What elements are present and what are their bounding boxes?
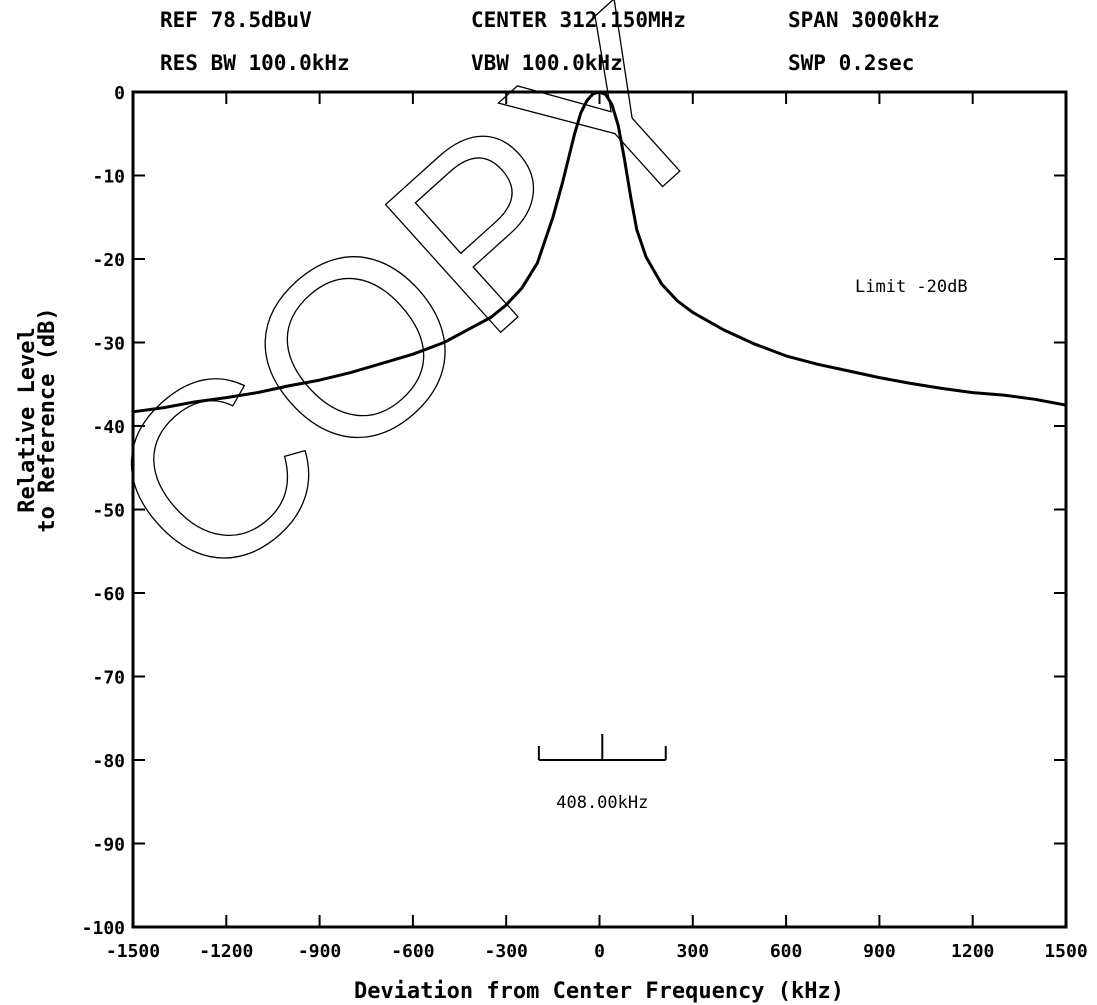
- x-tick-label: -1200: [199, 941, 253, 962]
- x-tick-label: 1500: [1044, 941, 1087, 962]
- y-tick-label: -40: [92, 417, 125, 438]
- y-tick-label: -50: [92, 501, 125, 522]
- y-axis-title-line2: to Reference (dB): [35, 307, 60, 532]
- x-tick-label: 900: [863, 941, 896, 962]
- y-tick-label: -90: [92, 835, 125, 856]
- y-tick-label: -70: [92, 668, 125, 689]
- y-tick-label: -20: [92, 250, 125, 271]
- x-tick-label: 600: [770, 941, 803, 962]
- x-tick-label: -300: [485, 941, 528, 962]
- header-res-bw: RES BW 100.0kHz: [160, 51, 350, 75]
- x-tick-label: -900: [298, 941, 341, 962]
- header-swp: SWP 0.2sec: [788, 51, 914, 75]
- axis-tick-labels: -1500 -1200 -900 -600 -300 0 300 600 900 1200 1500…: [82, 83, 1088, 962]
- y-tick-label: -30: [92, 334, 125, 355]
- y-tick-label: -60: [92, 584, 125, 605]
- axis-ticks: [132, 91, 1067, 928]
- header-center: CENTER 312.150MHz: [471, 8, 686, 32]
- x-tick-label: -600: [391, 941, 434, 962]
- series-line: [132, 90, 1067, 414]
- y-axis-title-line1: Relative Level: [15, 327, 40, 512]
- header-span: SPAN 3000kHz: [788, 8, 940, 32]
- y-tick-label: -100: [82, 918, 125, 939]
- header-vbw: VBW 100.0kHz: [471, 51, 623, 75]
- header-ref: REF 78.5dBuV: [160, 8, 312, 32]
- y-tick-label: -80: [92, 751, 125, 772]
- x-tick-label: -1500: [106, 941, 160, 962]
- y-tick-label: -10: [92, 167, 125, 188]
- x-tick-label: 300: [677, 941, 710, 962]
- limit-label: Limit -20dB: [855, 277, 968, 297]
- x-axis-title: Deviation from Center Frequency (kHz): [354, 979, 844, 1004]
- bandwidth-marker-label: 408.00kHz: [556, 793, 648, 813]
- y-axis-title: Relative Level to Reference (dB): [15, 307, 60, 532]
- y-tick-label: 0: [114, 83, 125, 104]
- x-tick-label: 0: [594, 941, 605, 962]
- x-tick-label: 1200: [951, 941, 994, 962]
- series-layer: [132, 90, 1067, 414]
- annotation-layer: Limit -20dB 408.00kHz: [537, 277, 968, 813]
